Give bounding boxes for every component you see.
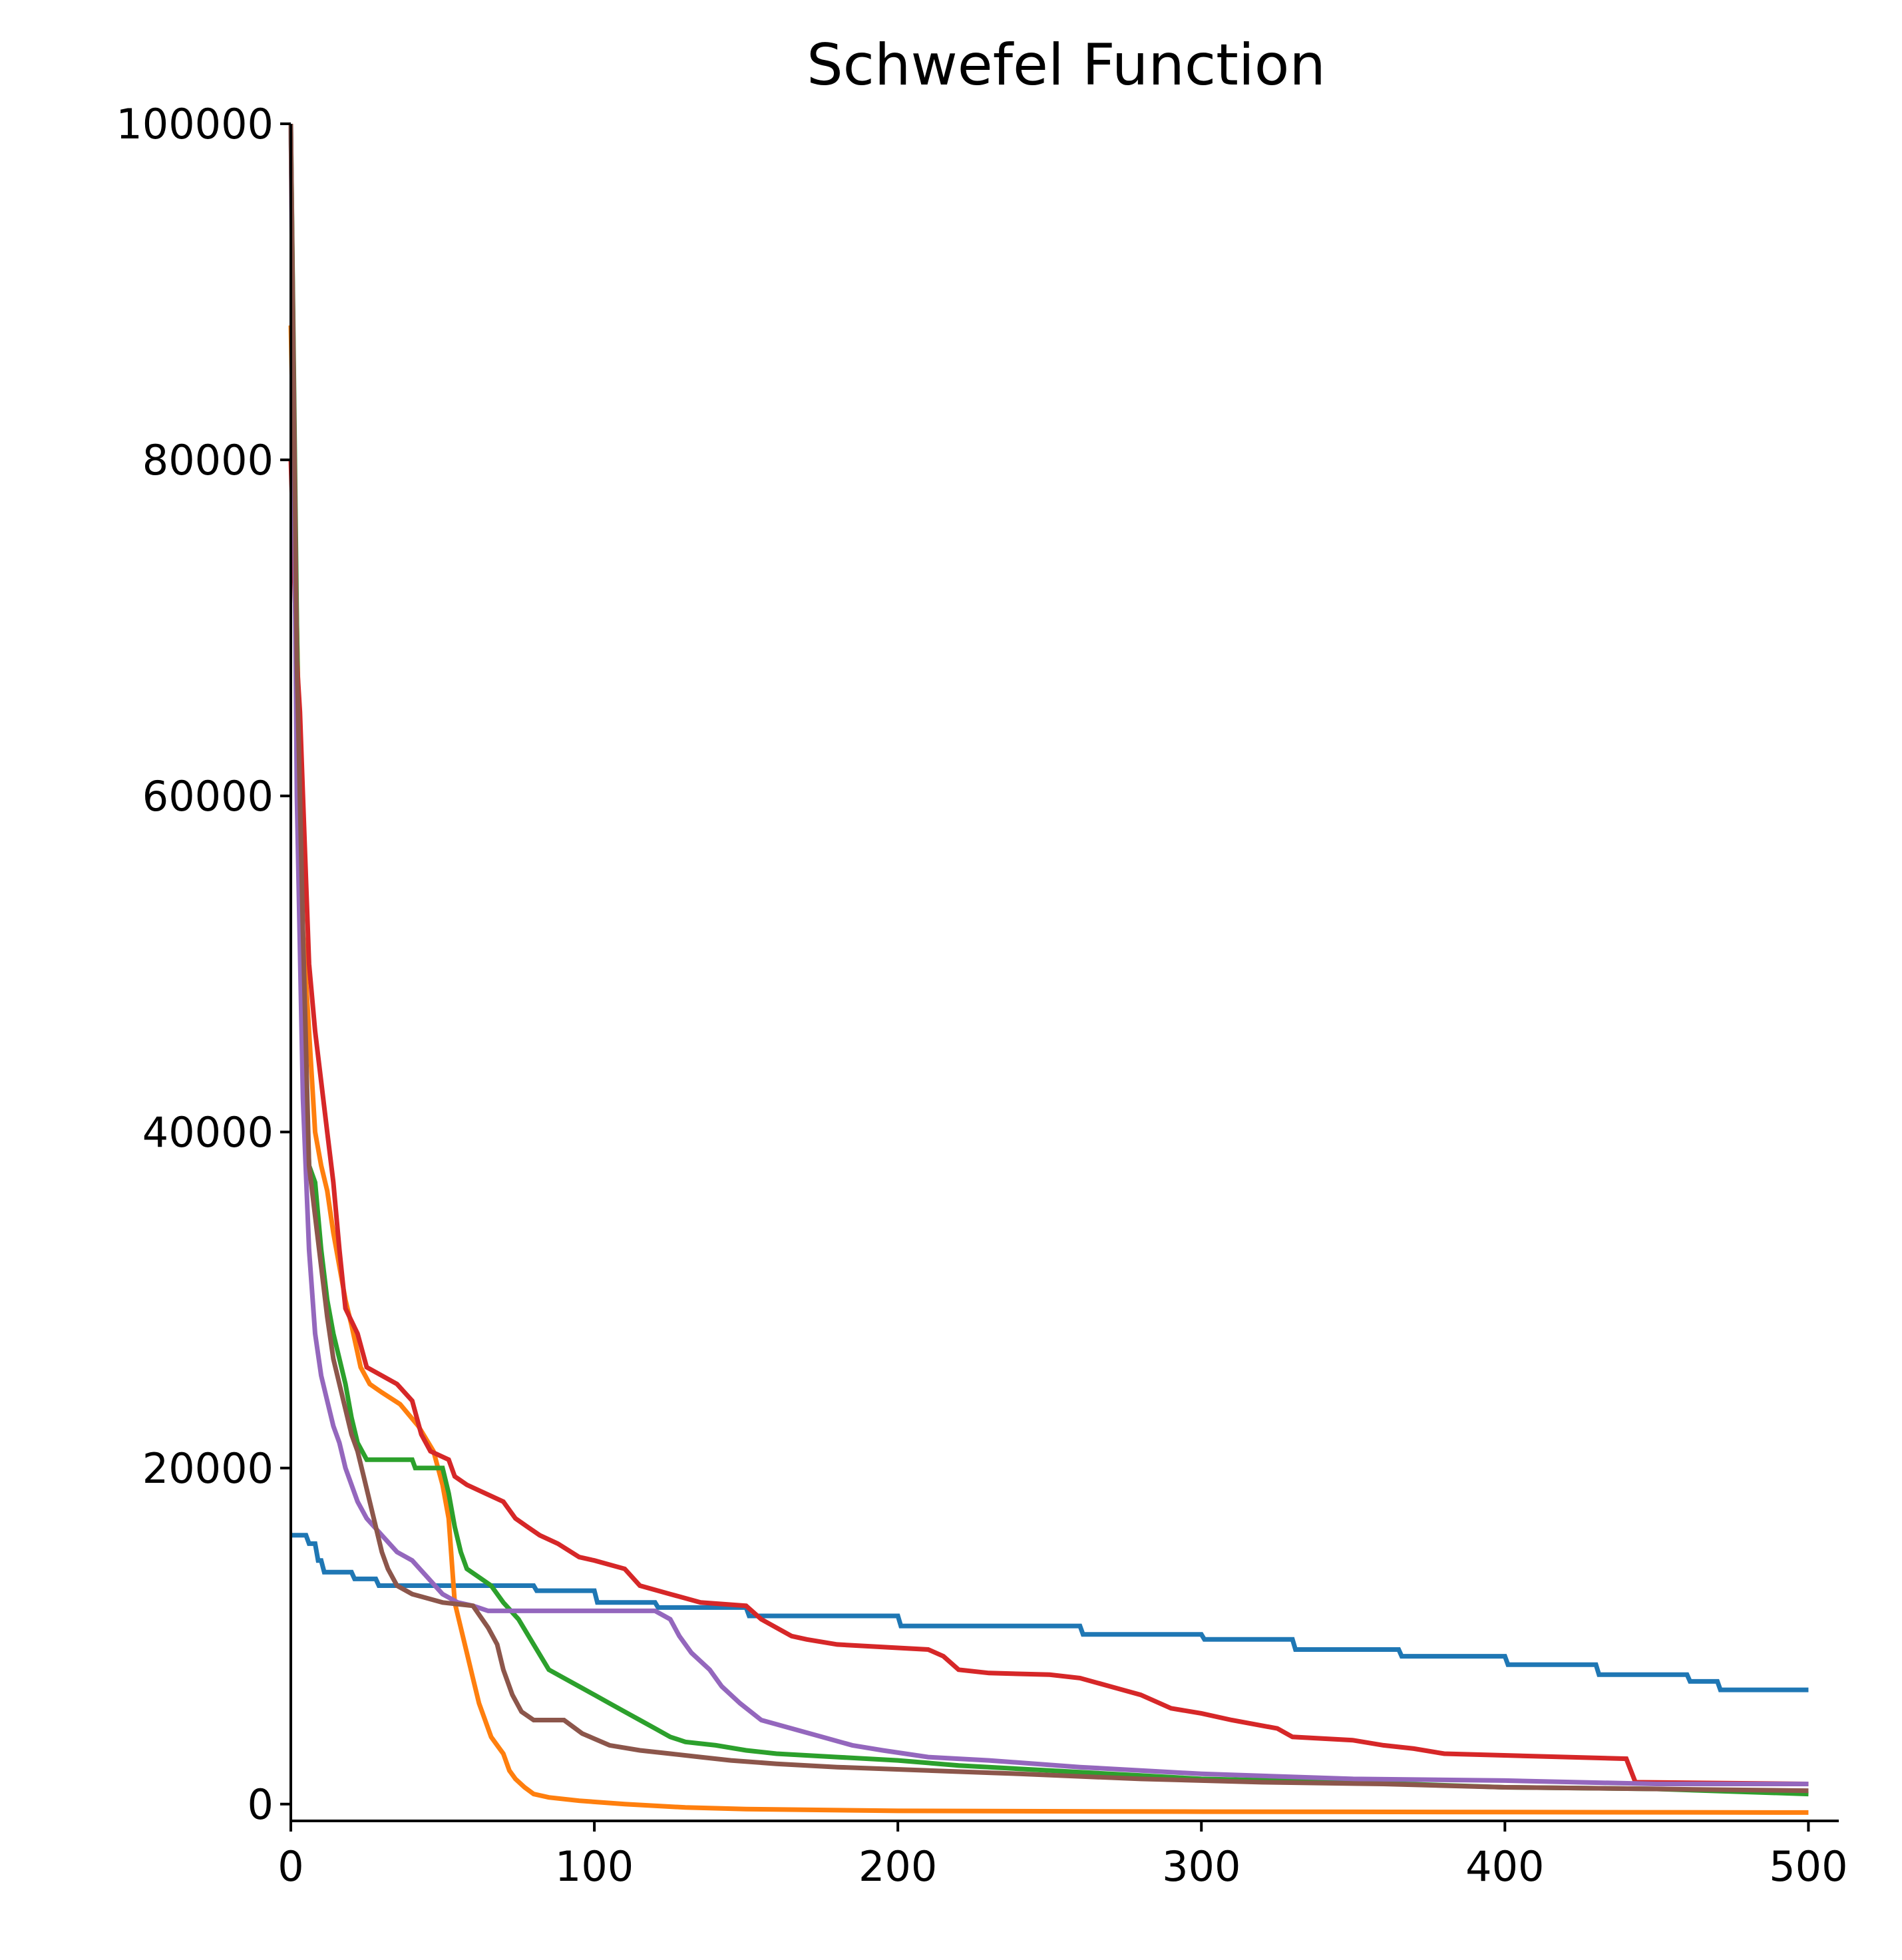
x-tick-label: 0 bbox=[278, 1842, 303, 1891]
y-tick-label: 60000 bbox=[142, 772, 274, 821]
series-line-4 bbox=[288, 459, 1809, 1786]
x-tick-label: 500 bbox=[1769, 1842, 1847, 1891]
x-tick-label: 100 bbox=[555, 1842, 634, 1891]
x-axis-ticks: 0 100 200 300 400 500 bbox=[278, 1821, 1848, 1891]
series-line-5 bbox=[288, 123, 1809, 1786]
series-line-1 bbox=[291, 1533, 1809, 1692]
series-line-3 bbox=[288, 123, 1809, 1797]
y-tick-label: 80000 bbox=[142, 436, 274, 485]
series-line-6 bbox=[288, 123, 1809, 1794]
y-tick-label: 0 bbox=[248, 1780, 274, 1829]
y-axis-ticks: 0 20000 40000 60000 80000 100000 bbox=[116, 100, 291, 1829]
series-line-2 bbox=[288, 325, 1809, 1815]
x-tick-label: 200 bbox=[858, 1842, 937, 1891]
x-tick-label: 400 bbox=[1465, 1842, 1544, 1891]
y-tick-label: 20000 bbox=[142, 1444, 274, 1493]
y-tick-label: 40000 bbox=[142, 1108, 274, 1157]
x-tick-label: 300 bbox=[1162, 1842, 1240, 1891]
chart-title: Schwefel Function bbox=[807, 32, 1326, 98]
series-layer bbox=[288, 123, 1809, 1815]
y-tick-label: 100000 bbox=[116, 100, 274, 148]
